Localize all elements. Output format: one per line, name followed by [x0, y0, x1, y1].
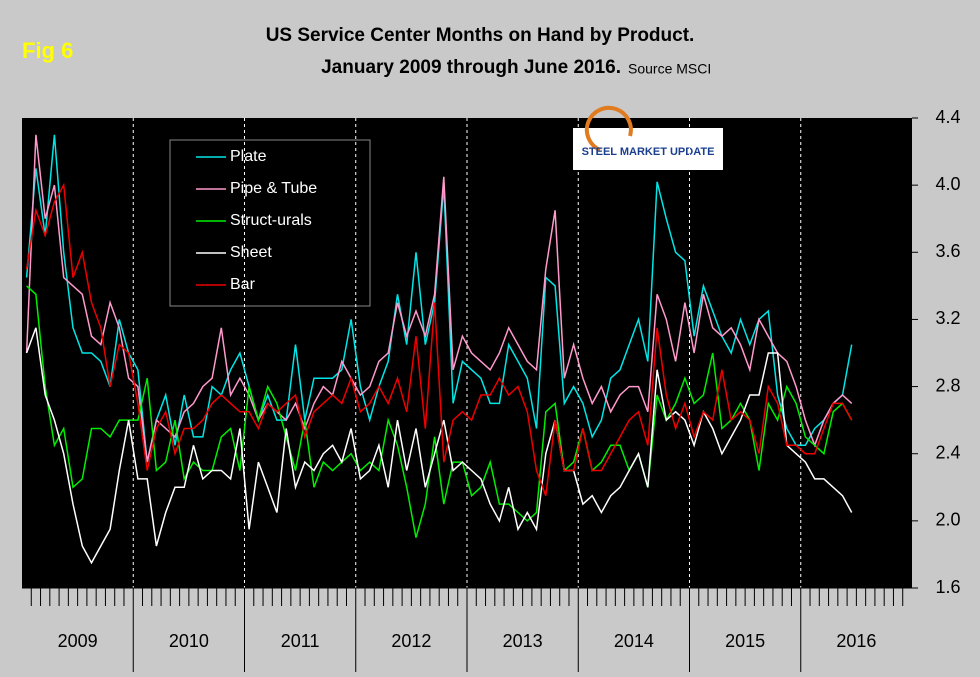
x-tick-label: 2009: [58, 631, 98, 651]
series-line: [26, 285, 853, 538]
x-tick-label: 2014: [614, 631, 654, 651]
fig-badge: Fig 6: [22, 38, 73, 63]
legend-label: Sheet: [230, 244, 272, 261]
source-note: Source MSCI: [628, 61, 711, 77]
series-line: [25, 134, 853, 463]
x-tick-label: 2013: [503, 631, 543, 651]
legend-label: Pipe & Tube: [230, 180, 317, 197]
legend: [169, 139, 371, 307]
logo-text: STEEL MARKET UPDATE: [582, 146, 715, 158]
y-tick-label: 1.6: [935, 577, 960, 597]
chart-title: US Service Center Months on Hand by Prod…: [266, 25, 695, 46]
legend-label: Bar: [230, 276, 256, 293]
series-line: [25, 182, 853, 496]
legend-label: Struct-urals: [230, 212, 312, 229]
y-tick-label: 2.0: [935, 510, 960, 530]
legend-label: Plate: [230, 148, 267, 165]
y-tick-label: 4.4: [935, 107, 960, 127]
y-tick-label: 3.6: [935, 241, 960, 261]
x-tick-label: 2010: [169, 631, 209, 651]
y-tick-label: 2.8: [935, 375, 960, 395]
y-tick-label: 3.2: [935, 308, 960, 328]
x-tick-label: 2011: [281, 631, 320, 651]
chart-subtitle: January 2009 through June 2016.: [321, 57, 621, 78]
series-line: [25, 327, 853, 565]
x-tick-label: 2015: [725, 631, 765, 651]
x-tick-label: 2016: [836, 631, 876, 651]
y-tick-label: 2.4: [935, 442, 960, 462]
logo-swoosh: [584, 105, 633, 152]
x-tick-label: 2012: [391, 631, 431, 651]
y-tick-label: 4.0: [935, 174, 960, 194]
